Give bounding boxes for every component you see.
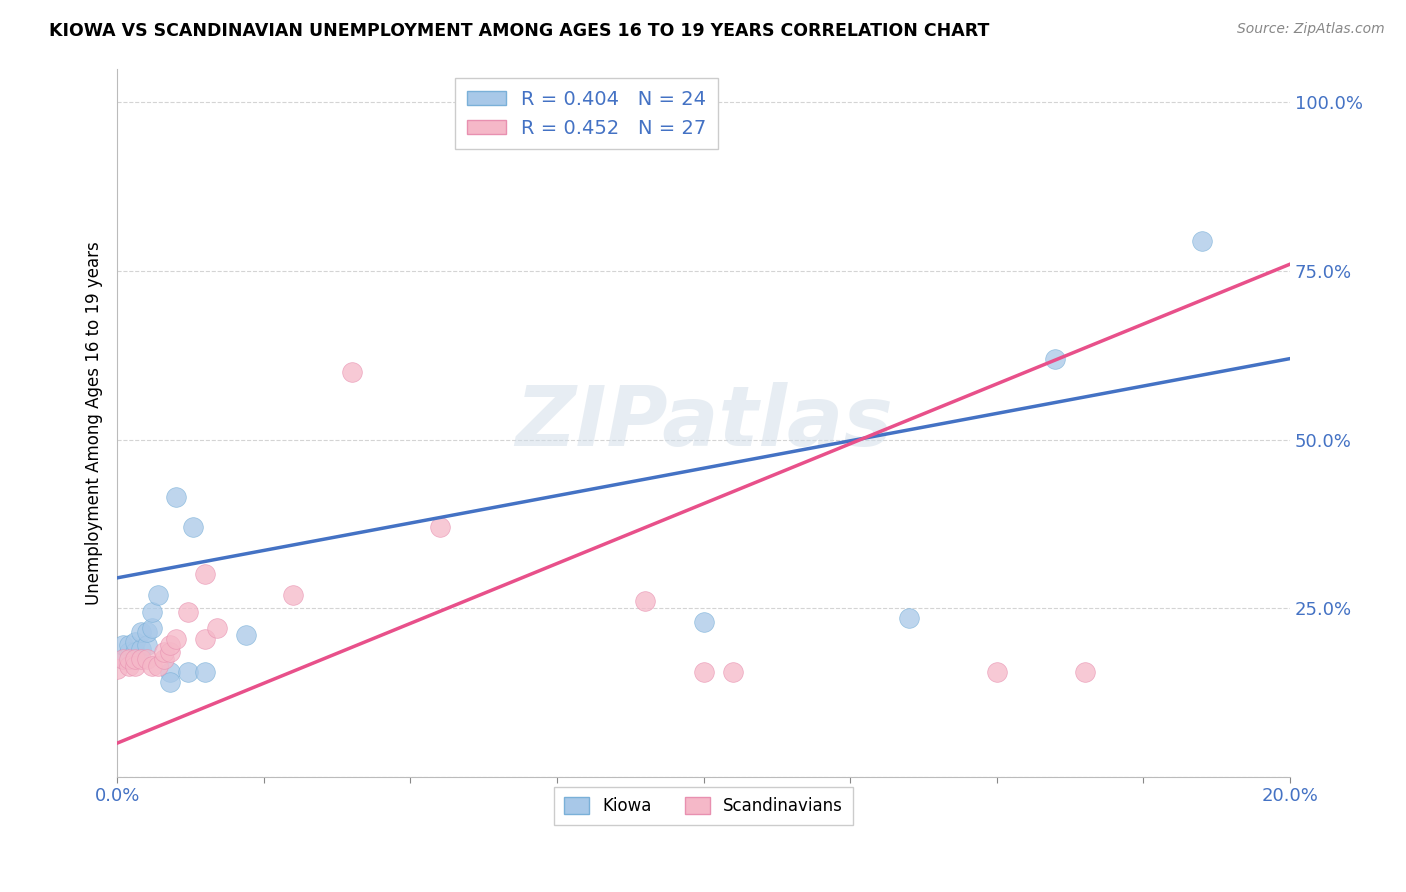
Point [281, 588, 304, 602]
Point [129, 624, 152, 639]
Point [986, 665, 1008, 680]
Point [340, 365, 363, 379]
Point [148, 588, 170, 602]
Point [124, 652, 146, 666]
Point [135, 638, 157, 652]
Point [148, 658, 170, 673]
Point [194, 567, 217, 582]
Point [897, 611, 920, 625]
Point [194, 632, 217, 646]
Point [153, 652, 176, 666]
Point [692, 615, 714, 629]
Point [165, 490, 187, 504]
Point [235, 628, 257, 642]
Point [176, 605, 198, 619]
Legend: Kiowa, Scandinavians: Kiowa, Scandinavians [554, 787, 853, 825]
Point [141, 622, 163, 636]
Point [105, 662, 128, 676]
Point [112, 652, 135, 666]
Point [112, 638, 135, 652]
Text: ZIPatlas: ZIPatlas [515, 382, 893, 463]
Point [159, 675, 181, 690]
Point [112, 652, 135, 666]
Point [721, 665, 744, 680]
Point [194, 665, 217, 680]
Point [1045, 351, 1067, 366]
Point [124, 645, 146, 659]
Point [153, 645, 176, 659]
Point [1074, 665, 1097, 680]
Point [159, 645, 181, 659]
Point [692, 665, 714, 680]
Point [141, 658, 163, 673]
Point [135, 624, 157, 639]
Point [429, 520, 451, 534]
Point [118, 658, 141, 673]
Point [159, 665, 181, 680]
Point [165, 632, 187, 646]
Point [205, 622, 228, 636]
Point [1191, 234, 1213, 248]
Text: Source: ZipAtlas.com: Source: ZipAtlas.com [1237, 22, 1385, 37]
Point [124, 635, 146, 649]
Point [118, 638, 141, 652]
Point [176, 665, 198, 680]
Point [124, 658, 146, 673]
Point [135, 652, 157, 666]
Point [634, 594, 657, 608]
Point [118, 645, 141, 659]
Point [129, 641, 152, 656]
Point [141, 605, 163, 619]
Point [183, 520, 205, 534]
Point [129, 652, 152, 666]
Point [159, 638, 181, 652]
Y-axis label: Unemployment Among Ages 16 to 19 years: Unemployment Among Ages 16 to 19 years [86, 241, 103, 605]
Text: KIOWA VS SCANDINAVIAN UNEMPLOYMENT AMONG AGES 16 TO 19 YEARS CORRELATION CHART: KIOWA VS SCANDINAVIAN UNEMPLOYMENT AMONG… [49, 22, 990, 40]
Point [118, 652, 141, 666]
